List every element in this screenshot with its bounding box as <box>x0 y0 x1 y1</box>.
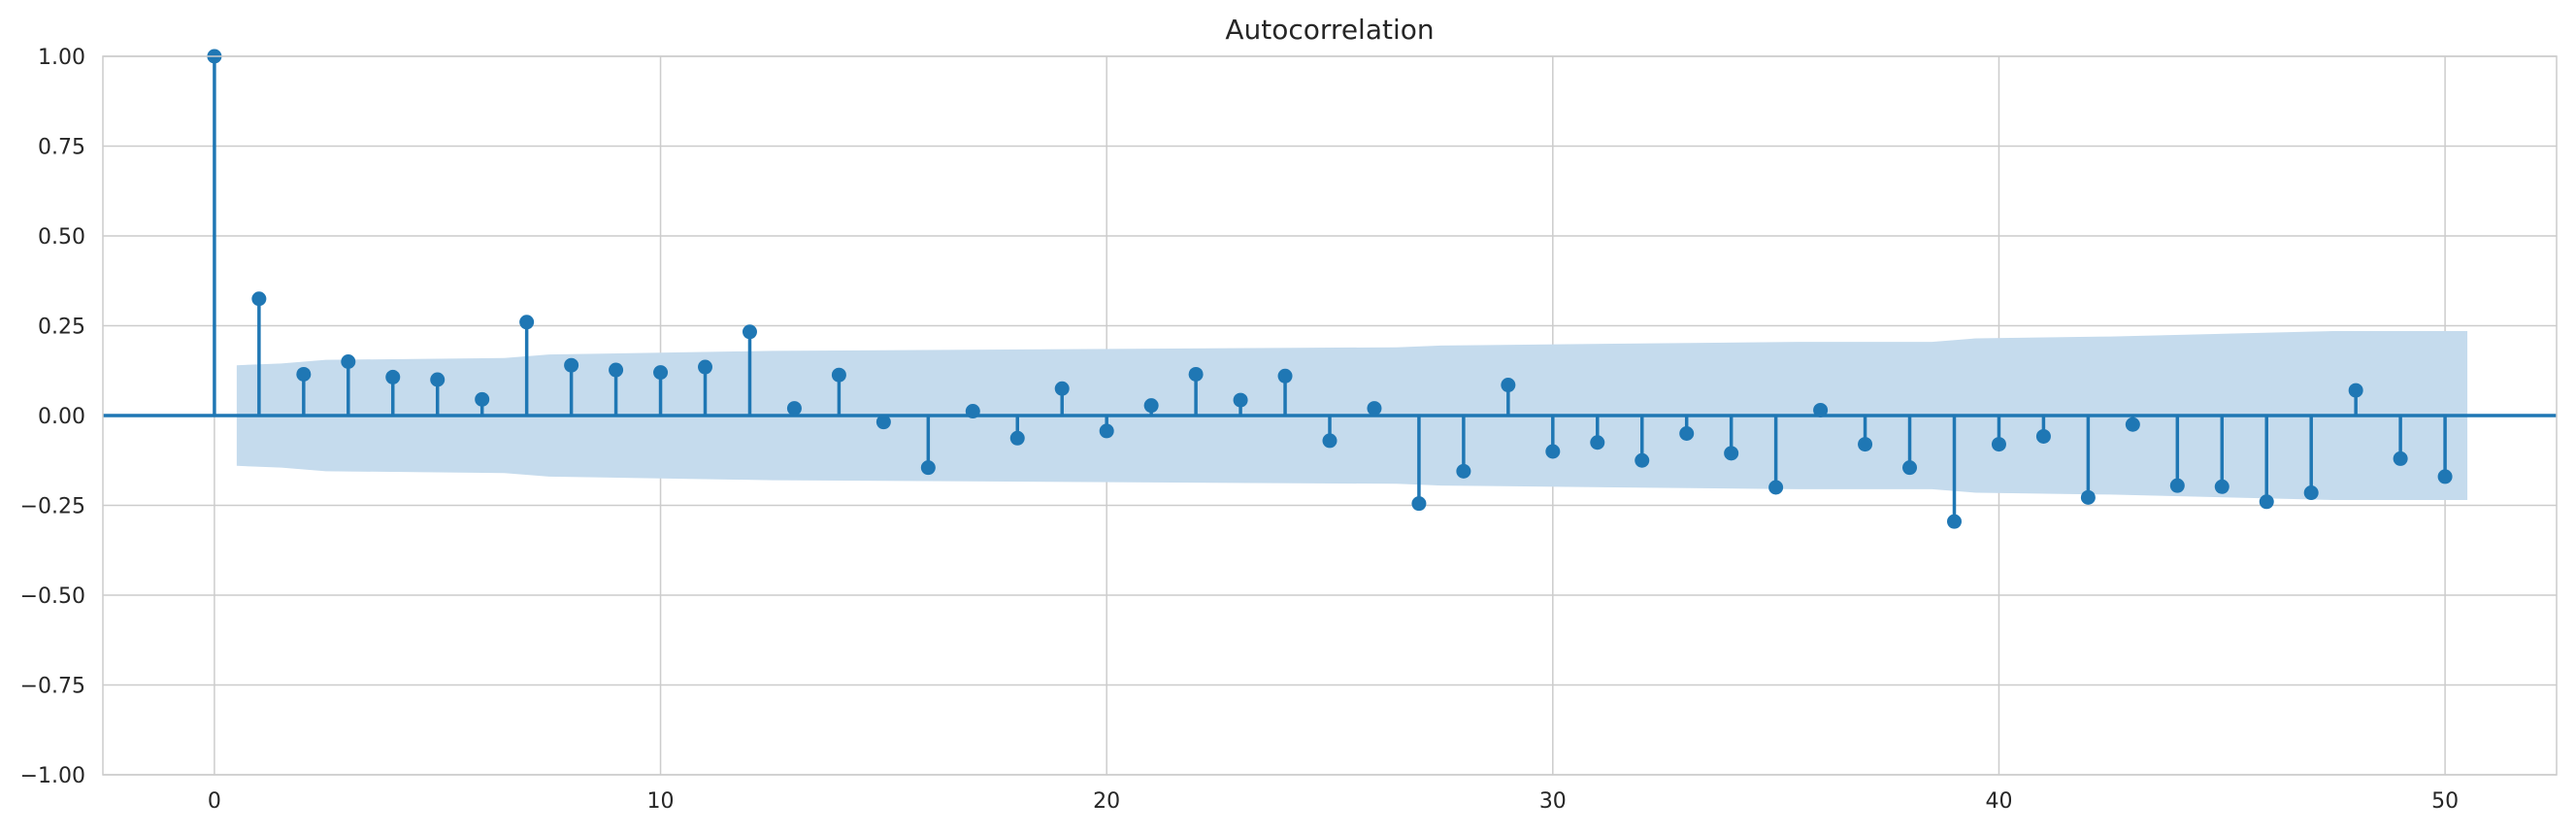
x-tick-label: 20 <box>1093 789 1120 814</box>
marker-lag-47 <box>2303 485 2319 501</box>
marker-lag-16 <box>920 460 936 476</box>
marker-lag-4 <box>385 369 401 384</box>
marker-lag-34 <box>1724 446 1739 461</box>
marker-lag-50 <box>2437 469 2453 484</box>
marker-lag-7 <box>519 315 535 330</box>
marker-lag-15 <box>875 415 891 430</box>
marker-lag-24 <box>1277 368 1293 384</box>
y-tick-label: −1.00 <box>20 764 85 788</box>
marker-lag-38 <box>1902 460 1918 476</box>
marker-lag-25 <box>1322 433 1338 449</box>
marker-lag-19 <box>1054 381 1070 396</box>
marker-lag-21 <box>1143 398 1159 414</box>
marker-lag-28 <box>1456 463 1471 479</box>
x-tick-label: 40 <box>1985 789 2012 814</box>
marker-lag-41 <box>2035 428 2051 444</box>
marker-lag-46 <box>2259 494 2274 510</box>
chart-title: Autocorrelation <box>1225 14 1434 46</box>
marker-lag-20 <box>1099 423 1114 439</box>
y-tick-label: −0.50 <box>20 584 85 609</box>
marker-lag-8 <box>564 357 579 373</box>
marker-lag-42 <box>2080 489 2096 505</box>
marker-lag-36 <box>1813 402 1829 417</box>
x-tick-label: 30 <box>1539 789 1567 814</box>
marker-lag-11 <box>698 359 713 375</box>
marker-lag-22 <box>1188 366 1204 382</box>
marker-lag-14 <box>831 367 846 383</box>
marker-lag-26 <box>1367 401 1382 417</box>
x-tick-labels: 0 10 20 30 40 50 <box>208 789 2459 814</box>
marker-lag-2 <box>296 366 312 382</box>
marker-lag-33 <box>1679 426 1695 441</box>
stems <box>213 56 2447 522</box>
markers <box>207 49 2453 529</box>
y-tick-label: 0.00 <box>38 405 85 429</box>
y-tick-label: 1.00 <box>38 46 85 70</box>
x-tick-label: 0 <box>208 789 221 814</box>
marker-lag-39 <box>1946 514 1962 529</box>
marker-lag-3 <box>341 354 356 369</box>
marker-lag-32 <box>1635 452 1650 468</box>
marker-lag-23 <box>1233 392 1248 408</box>
marker-lag-17 <box>965 404 980 419</box>
y-tick-label: 0.50 <box>38 225 85 250</box>
y-tick-label: 0.75 <box>38 136 85 160</box>
marker-lag-1 <box>251 291 267 307</box>
y-tick-label: −0.25 <box>20 495 85 519</box>
x-tick-label: 50 <box>2431 789 2459 814</box>
plot-frame <box>102 55 2558 776</box>
marker-lag-10 <box>653 365 669 381</box>
marker-lag-48 <box>2348 383 2363 398</box>
y-tick-labels: 1.00 0.75 0.50 0.25 0.00 −0.25 −0.50 −0.75 −1.00 <box>20 46 85 788</box>
marker-lag-44 <box>2169 478 2185 493</box>
marker-lag-29 <box>1501 378 1516 393</box>
marker-lag-31 <box>1590 435 1605 450</box>
marker-lag-9 <box>609 362 624 378</box>
marker-lag-6 <box>475 391 490 407</box>
y-tick-label: 0.25 <box>38 316 85 340</box>
marker-lag-43 <box>2125 417 2140 432</box>
marker-lag-12 <box>742 324 757 340</box>
marker-lag-45 <box>2214 479 2229 494</box>
marker-lag-35 <box>1768 480 1784 495</box>
marker-lag-30 <box>1545 444 1561 459</box>
marker-lag-49 <box>2393 450 2408 466</box>
marker-lag-13 <box>786 401 802 417</box>
y-tick-label: −0.75 <box>20 675 85 699</box>
marker-lag-18 <box>1009 430 1025 446</box>
marker-lag-5 <box>430 372 446 387</box>
marker-lag-27 <box>1411 496 1427 512</box>
x-tick-label: 10 <box>647 789 675 814</box>
marker-lag-40 <box>1991 437 2006 452</box>
marker-lag-37 <box>1858 437 1873 452</box>
